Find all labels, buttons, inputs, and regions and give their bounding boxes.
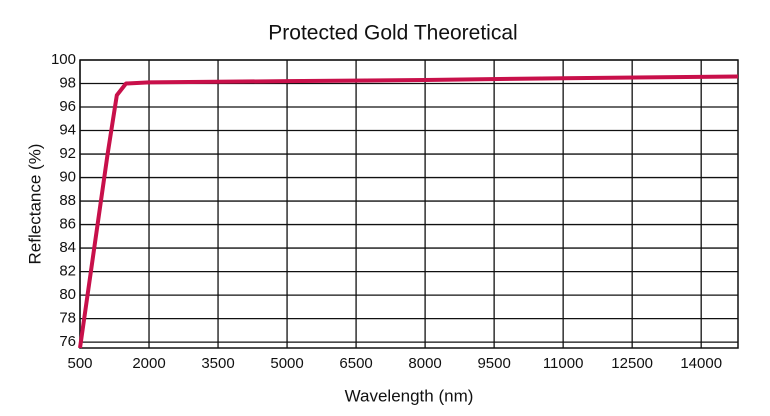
x-axis-label: Wavelength (nm) — [345, 386, 474, 405]
data-line — [78, 74, 739, 349]
y-tick-label: 96 — [59, 98, 76, 115]
y-tick-label: 88 — [59, 192, 76, 209]
y-tick-label: 86 — [59, 216, 76, 233]
y-tick-label: 100 — [51, 51, 76, 68]
x-tick-label: 2000 — [132, 355, 165, 372]
x-tick-label: 12500 — [611, 355, 653, 372]
y-tick-label: 92 — [59, 145, 76, 162]
x-tick-label: 9500 — [477, 355, 510, 372]
y-tick-label: 98 — [59, 74, 76, 91]
y-axis-label: Reflectance (%) — [25, 144, 44, 265]
x-tick-label: 6500 — [339, 355, 372, 372]
y-tick-label: 78 — [59, 310, 76, 327]
x-tick-label: 14000 — [680, 355, 722, 372]
x-tick-label: 5000 — [270, 355, 303, 372]
y-tick-label: 90 — [59, 169, 76, 186]
x-tick-label: 8000 — [408, 355, 441, 372]
x-tick-label: 500 — [67, 355, 92, 372]
plot-frame — [79, 59, 739, 349]
chart-title: Protected Gold Theoretical — [268, 22, 517, 45]
y-tick-label: 94 — [59, 121, 76, 138]
y-tick-label: 80 — [59, 286, 76, 303]
x-tick-label: 11000 — [543, 355, 584, 372]
x-tick-label: 3500 — [201, 355, 234, 372]
y-tick-label: 82 — [59, 263, 76, 280]
y-tick-label: 76 — [59, 333, 76, 350]
y-tick-label: 84 — [59, 239, 76, 256]
